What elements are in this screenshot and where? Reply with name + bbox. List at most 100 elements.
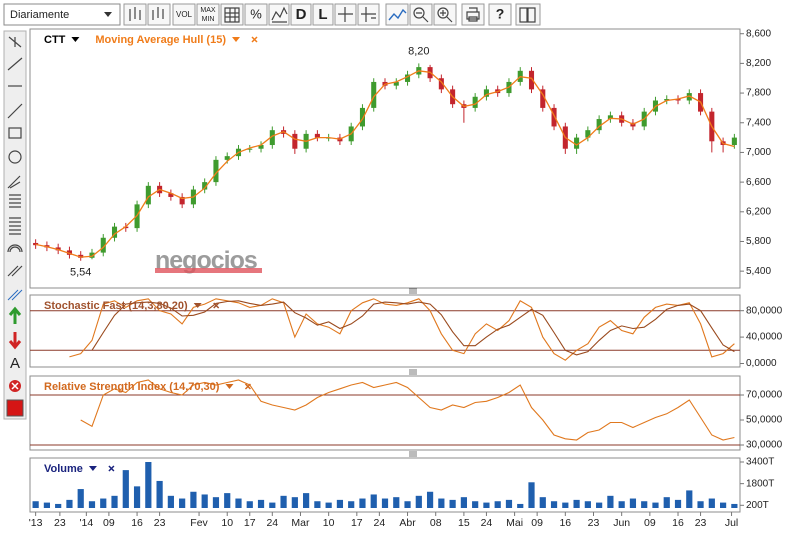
- sell-tool[interactable]: [8, 332, 22, 350]
- y-tick-label: 7,000: [746, 147, 771, 158]
- levels-tool[interactable]: [9, 217, 21, 235]
- candle-body: [585, 130, 591, 138]
- volume-bar: [404, 501, 411, 508]
- x-tick-label: Mai: [506, 517, 523, 529]
- volume-bar: [359, 498, 366, 508]
- buy-tool[interactable]: [8, 306, 22, 324]
- candle-body: [675, 99, 681, 101]
- circle-tool[interactable]: [8, 150, 22, 164]
- vol-button[interactable]: [172, 3, 196, 26]
- bars-icon: [152, 7, 164, 20]
- volume-bar: [336, 499, 344, 508]
- candle-body: [258, 145, 264, 149]
- panel-frame: [29, 28, 741, 289]
- x-tick-label: 23: [695, 517, 707, 529]
- legend-menu: [193, 303, 202, 308]
- volume-bar: [584, 501, 591, 508]
- panel-frame: [29, 294, 741, 368]
- zoom-out-button[interactable]: [409, 3, 433, 26]
- draw-button[interactable]: [385, 3, 409, 26]
- volume-bar: [562, 502, 569, 508]
- cursor-tool[interactable]: [8, 36, 22, 48]
- grid-icon: [224, 7, 240, 23]
- maxmin-button[interactable]: [196, 3, 220, 26]
- book-icon: [519, 7, 536, 23]
- volume-bar: [122, 470, 129, 508]
- text-tool[interactable]: A: [10, 355, 20, 372]
- ray-tool[interactable]: [7, 103, 23, 119]
- volume-bar: [179, 498, 186, 508]
- volume-bar: [618, 501, 625, 508]
- bars-button[interactable]: [147, 3, 171, 26]
- volume-bar: [269, 502, 276, 508]
- volume-bar: [280, 495, 287, 508]
- candle-body: [168, 193, 174, 197]
- legend-close: [244, 383, 251, 390]
- x-tick-label: 17: [244, 517, 256, 529]
- fibo-tool[interactable]: [9, 194, 21, 208]
- print-icon: [466, 7, 480, 22]
- y-tick-label: 5,800: [746, 236, 771, 247]
- volume-bar: [133, 486, 141, 508]
- volume-bar: [415, 495, 422, 508]
- x-tick-label: 09: [103, 517, 115, 529]
- help-label: ?: [496, 6, 505, 22]
- y-tick-label: 7,800: [746, 88, 771, 99]
- candle-body: [100, 237, 106, 253]
- candle-body: [55, 247, 61, 251]
- d-button[interactable]: [290, 3, 312, 26]
- volume-bar: [381, 498, 389, 508]
- candle-body: [89, 252, 95, 258]
- volume-bar: [596, 502, 603, 508]
- l-button[interactable]: [312, 3, 334, 26]
- volume-bar: [426, 491, 434, 508]
- candle-body: [574, 137, 580, 149]
- volume-bar: [663, 497, 670, 508]
- x-tick-label: 23: [154, 517, 166, 529]
- arc-tool[interactable]: [7, 244, 23, 253]
- rect-tool[interactable]: [8, 127, 22, 139]
- indicator-line: [69, 298, 735, 361]
- channel-tool[interactable]: [7, 265, 23, 277]
- candle-body: [179, 196, 185, 205]
- candle-body: [224, 156, 230, 160]
- candle-body: [213, 159, 219, 183]
- volume-bar: [607, 495, 614, 508]
- indicator-line: [91, 300, 735, 356]
- print-button[interactable]: [461, 3, 485, 26]
- grid-button[interactable]: [220, 3, 244, 26]
- percent-button[interactable]: [244, 3, 268, 26]
- line-tool[interactable]: [7, 57, 23, 71]
- fan-tool[interactable]: [7, 175, 21, 189]
- volume-bar: [291, 497, 298, 508]
- volume-bar: [111, 495, 118, 508]
- volume-bar: [652, 502, 659, 508]
- volume-bar: [472, 501, 479, 508]
- volume-bar: [438, 498, 445, 508]
- side-toolbar: A: [3, 30, 27, 420]
- x-tick-label: 16: [131, 517, 143, 529]
- candle-body: [405, 74, 411, 82]
- zoom-in-button[interactable]: [433, 3, 457, 26]
- candle-icon: [129, 7, 141, 21]
- zoom-out-glyph: [416, 12, 429, 23]
- volume-bar: [731, 503, 738, 508]
- volume-bar: [505, 499, 513, 508]
- y-tick-label: 6,600: [746, 177, 771, 188]
- x-tick-label: 10: [221, 517, 233, 529]
- dollar-tool[interactable]: [7, 289, 23, 301]
- volume-bar: [483, 502, 490, 508]
- legend-title: Relative Strength Index (14,70,30): [44, 381, 220, 393]
- color-tool[interactable]: [6, 399, 24, 417]
- legend-menu: [232, 37, 240, 42]
- annotation: 8,20: [408, 45, 429, 57]
- volume-bar: [43, 502, 51, 508]
- volume-bar: [235, 498, 242, 508]
- x-tick-label: Jun: [613, 517, 630, 529]
- interval-select[interactable]: [3, 3, 121, 26]
- y-tick-label: 0,0000: [746, 358, 777, 369]
- volume-bar: [257, 499, 265, 508]
- volume-bar: [550, 501, 558, 508]
- help-button[interactable]: [488, 3, 512, 26]
- volume-bar: [167, 495, 174, 508]
